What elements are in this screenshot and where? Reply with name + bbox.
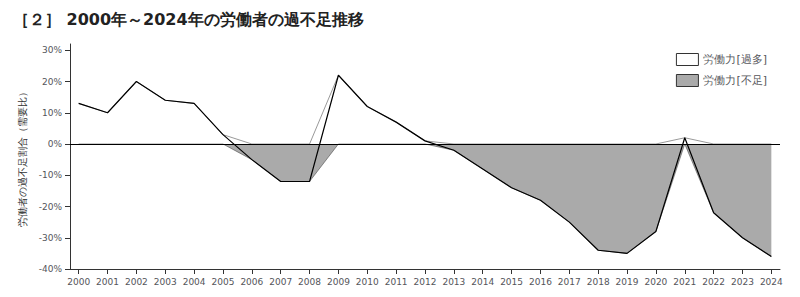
svg-text:2020: 2020 — [644, 277, 667, 287]
svg-text:2024: 2024 — [760, 277, 783, 287]
svg-text:-10%: -10% — [39, 170, 63, 180]
svg-text:2009: 2009 — [327, 277, 350, 287]
svg-text:2015: 2015 — [500, 277, 523, 287]
svg-text:労働力[過多]: 労働力[過多] — [703, 53, 767, 66]
svg-text:2014: 2014 — [471, 277, 494, 287]
svg-text:2019: 2019 — [616, 277, 639, 287]
svg-text:労働者の過不足割合（需要比）: 労働者の過不足割合（需要比） — [17, 87, 28, 227]
svg-text:2016: 2016 — [529, 277, 552, 287]
svg-text:［２］ 2000年～2024年の労働者の過不足推移: ［２］ 2000年～2024年の労働者の過不足推移 — [13, 10, 364, 29]
svg-text:0%: 0% — [48, 139, 63, 149]
svg-text:10%: 10% — [42, 108, 62, 118]
svg-text:2022: 2022 — [702, 277, 725, 287]
svg-text:2000: 2000 — [67, 277, 90, 287]
svg-text:2003: 2003 — [154, 277, 177, 287]
svg-text:-20%: -20% — [39, 202, 63, 212]
svg-text:2006: 2006 — [240, 277, 263, 287]
svg-text:2008: 2008 — [298, 277, 321, 287]
svg-text:2017: 2017 — [558, 277, 581, 287]
svg-text:2013: 2013 — [442, 277, 465, 287]
svg-text:2001: 2001 — [96, 277, 119, 287]
svg-text:30%: 30% — [42, 45, 62, 55]
svg-text:労働力[不足]: 労働力[不足] — [703, 74, 767, 87]
svg-text:2018: 2018 — [587, 277, 610, 287]
svg-text:-30%: -30% — [39, 233, 63, 243]
svg-text:2010: 2010 — [356, 277, 379, 287]
svg-text:2011: 2011 — [385, 277, 408, 287]
svg-text:2023: 2023 — [731, 277, 754, 287]
svg-text:2007: 2007 — [269, 277, 292, 287]
svg-text:20%: 20% — [42, 77, 62, 87]
svg-text:2005: 2005 — [212, 277, 235, 287]
svg-text:2002: 2002 — [125, 277, 148, 287]
svg-text:2012: 2012 — [414, 277, 437, 287]
svg-text:-40%: -40% — [39, 264, 63, 274]
svg-text:2004: 2004 — [183, 277, 206, 287]
svg-text:2021: 2021 — [673, 277, 696, 287]
